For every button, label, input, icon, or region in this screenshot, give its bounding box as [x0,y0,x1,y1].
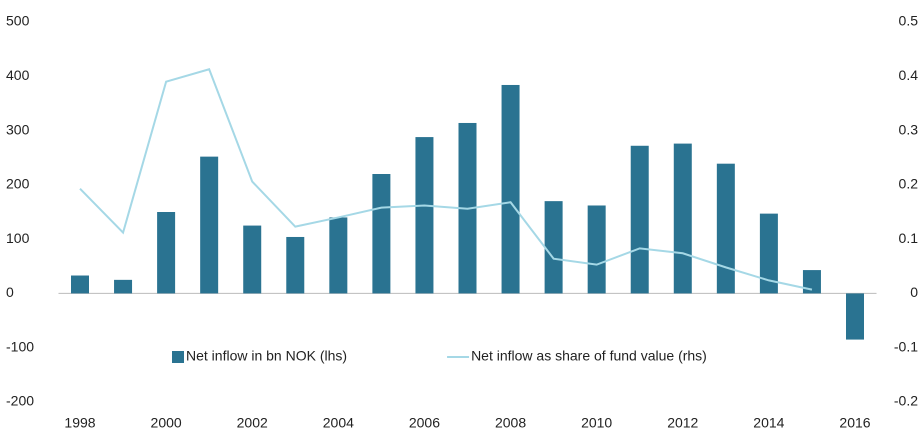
bar [157,212,176,294]
y-tick-label: 500 [6,13,30,29]
y2-tick-label: 0.1 [899,230,919,246]
y-tick-label: -200 [6,393,34,409]
bar [114,279,133,294]
bar [802,270,821,294]
bar [372,174,391,294]
legend-label: Net inflow in bn NOK (lhs) [186,348,347,364]
y-tick-label: 300 [6,121,30,137]
bar [286,236,305,294]
bar [501,84,520,294]
bar [200,156,219,294]
bar [587,205,606,294]
y2-tick-label: 0.4 [899,67,919,83]
x-tick-label: 1998 [64,415,95,431]
y-tick-label: 400 [6,67,30,83]
bar [716,163,735,294]
y2-tick-label: 0.2 [899,176,919,192]
legend-swatch [172,351,184,363]
bar [759,213,778,294]
bar [673,143,692,294]
y-tick-label: -100 [6,338,34,354]
x-tick-label: 2012 [667,415,698,431]
y2-tick-label: 0.3 [899,121,919,137]
x-tick-label: 2002 [237,415,268,431]
y2-tick-label: -0.2 [894,393,918,409]
bar [329,217,348,294]
x-tick-label: 2016 [839,415,870,431]
bar [630,145,649,294]
bar [846,293,864,340]
x-tick-label: 2014 [753,415,784,431]
x-tick-label: 2000 [151,415,182,431]
y-tick-label: 100 [6,230,30,246]
x-tick-label: 2006 [409,415,440,431]
y2-tick-label: 0.5 [899,13,919,29]
x-tick-label: 2004 [323,415,354,431]
x-tick-label: 2010 [581,415,612,431]
bar [243,225,262,294]
y2-tick-label: -0.1 [894,338,918,354]
legend-label: Net inflow as share of fund value (rhs) [471,348,707,364]
bar [544,201,563,294]
line [79,68,813,291]
y-tick-label: 200 [6,176,30,192]
bar [71,275,89,294]
y2-tick-label: 0 [910,284,918,300]
x-tick-label: 2008 [495,415,526,431]
bar [415,137,434,294]
y-tick-label: 0 [6,284,14,300]
